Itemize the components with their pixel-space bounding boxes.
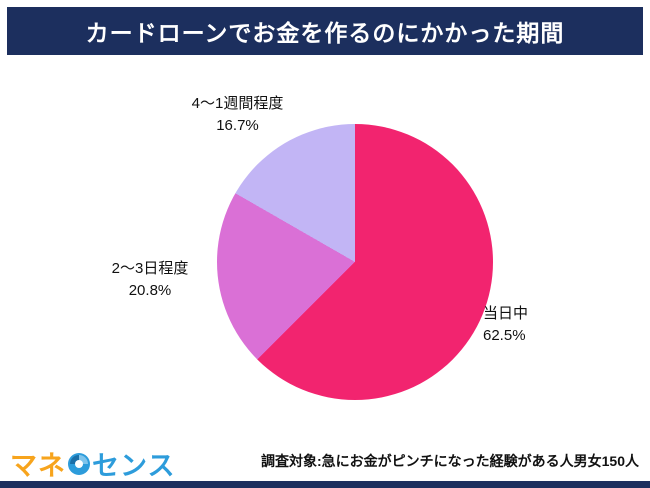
pie-chart-area: 4〜1週間程度 16.7% 2〜3日程度 20.8% 当日中 62.5%: [0, 55, 650, 443]
chart-title: カードローンでお金を作るのにかかった期間: [85, 20, 565, 46]
logo-text-mane: マネ: [10, 451, 66, 481]
slice-percent: 16.7%: [216, 116, 259, 134]
slice-name: 2〜3日程度: [111, 260, 189, 277]
slice-name: 4〜1週間程度: [191, 95, 284, 112]
survey-note: 調査対象:急にお金がピンチになった経験がある人男女150人: [260, 453, 639, 469]
bottom-strip: [0, 481, 650, 488]
slice-label-2-3days: 2〜3日程度 20.8%: [85, 258, 215, 302]
pie-chart: [217, 124, 493, 400]
slice-percent: 20.8%: [128, 281, 172, 299]
slice-label-same-day: 当日中 62.5%: [483, 303, 528, 347]
slice-label-4days-1week: 4〜1週間程度 16.7%: [160, 93, 315, 137]
logo-text-sense: センス: [92, 451, 176, 481]
slice-name: 当日中: [483, 305, 529, 322]
coin-swirl-icon: [67, 452, 91, 476]
slice-percent: 62.5%: [483, 326, 526, 344]
logo: マネ センス: [10, 444, 175, 483]
chart-title-bar: カードローンでお金を作るのにかかった期間: [7, 7, 643, 55]
